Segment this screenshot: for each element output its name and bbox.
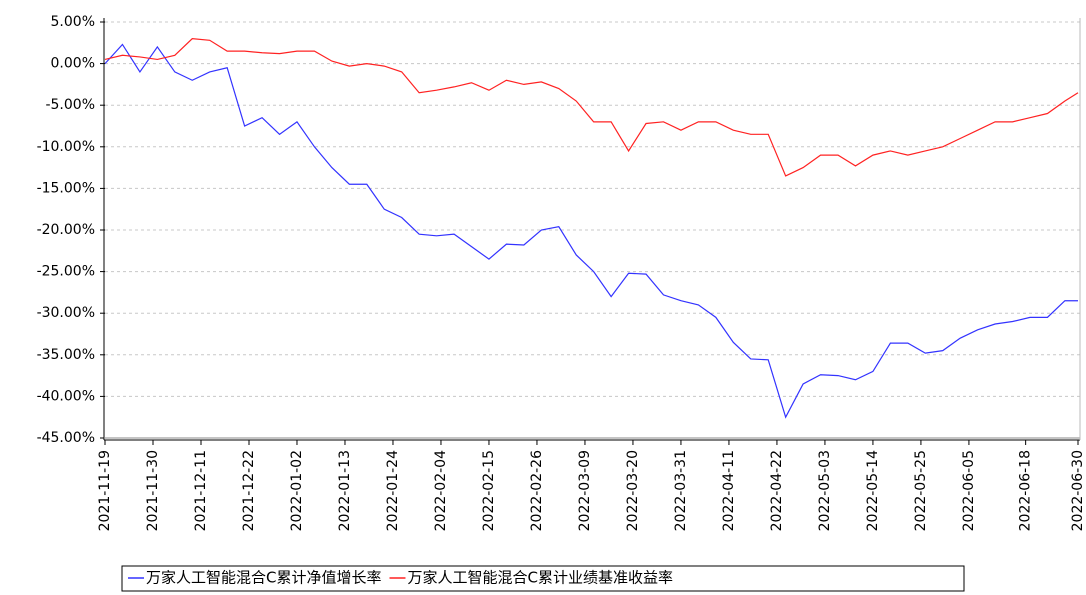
x-tick-label: 2022-03-31 — [673, 450, 689, 531]
y-tick-label: -45.00% — [37, 430, 95, 446]
legend-label: 万家人工智能混合C累计净值增长率 — [146, 569, 381, 587]
x-tick-label: 2021-11-30 — [145, 450, 161, 531]
y-tick-label: -15.00% — [37, 180, 95, 196]
x-tick-label: 2022-05-25 — [913, 450, 929, 531]
x-tick-label: 2022-02-15 — [481, 450, 497, 531]
x-tick-label: 2021-12-11 — [193, 450, 209, 531]
x-tick-label: 2022-04-22 — [769, 450, 785, 531]
x-tick-label: 2021-12-22 — [241, 450, 257, 531]
x-tick-label: 2022-05-03 — [817, 450, 833, 531]
y-tick-label: -25.00% — [37, 264, 95, 280]
legend-label: 万家人工智能混合C累计业绩基准收益率 — [407, 569, 672, 587]
x-tick-label: 2022-02-26 — [529, 450, 545, 531]
x-tick-label: 2021-11-19 — [97, 450, 113, 531]
axes: 5.00% 0.00% -5.00% -10.00% -15.00% -20.00% -25… — [37, 14, 1086, 531]
x-tick-label: 2022-06-05 — [961, 450, 977, 531]
y-tick-label: -5.00% — [45, 97, 95, 113]
y-tick-label: -30.00% — [37, 305, 95, 321]
x-tick-label: 2022-04-11 — [721, 450, 737, 531]
y-tick-label: -35.00% — [37, 347, 95, 363]
legend-box — [121, 565, 965, 592]
legend: 万家人工智能混合C累计净值增长率 万家人工智能混合C累计业绩基准收益率 — [121, 565, 965, 592]
y-tick-label: -40.00% — [37, 388, 95, 404]
y-tick-label: 5.00% — [51, 14, 95, 30]
series-line — [104, 43, 1078, 419]
x-tick-label: 2022-05-14 — [865, 450, 881, 531]
x-tick-label: 2022-03-20 — [625, 450, 641, 531]
x-tick-label: 2022-06-30 — [1070, 450, 1086, 531]
x-tick-label: 2022-01-24 — [385, 450, 401, 531]
lines — [104, 38, 1079, 419]
x-tick-label: 2022-02-04 — [433, 450, 449, 531]
y-tick-label: 0.00% — [51, 56, 95, 72]
x-tick-label: 2022-06-18 — [1018, 450, 1034, 531]
x-tick-label: 2022-01-13 — [337, 450, 353, 531]
grid — [105, 21, 1080, 439]
x-tick-label: 2022-03-09 — [577, 450, 593, 531]
series-line — [104, 38, 1079, 177]
y-tick-label: -10.00% — [37, 139, 95, 155]
y-tick-label: -20.00% — [37, 222, 95, 238]
x-tick-label: 2022-01-02 — [289, 450, 305, 531]
